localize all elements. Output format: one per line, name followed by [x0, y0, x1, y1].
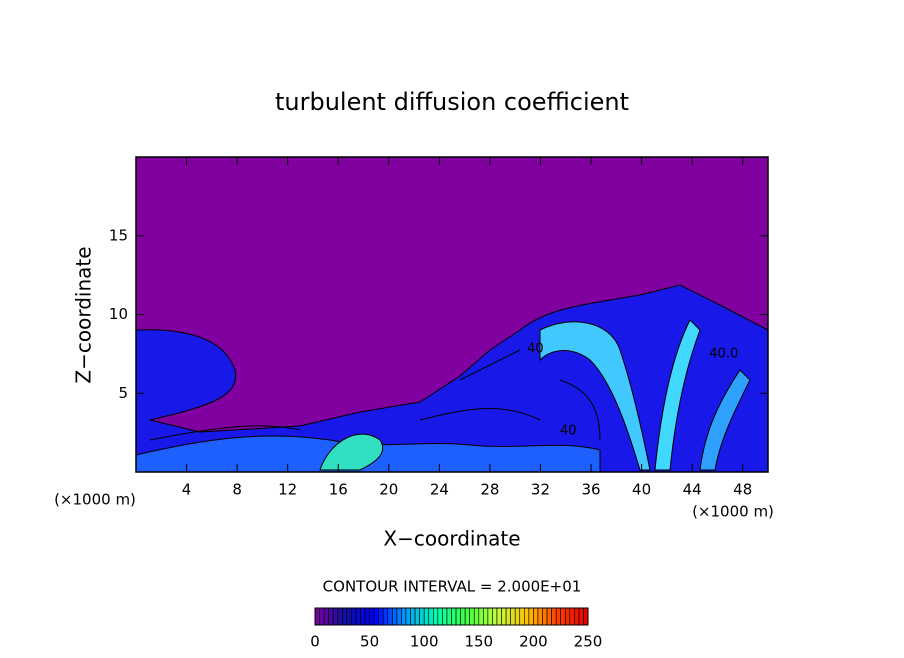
colorbar-cell — [419, 607, 425, 626]
colorbar-cell — [505, 607, 511, 626]
x-tick-label: 24 — [430, 481, 449, 499]
colorbar-cell — [351, 607, 357, 626]
colorbar-cell — [464, 607, 470, 626]
colorbar-cell — [364, 607, 370, 626]
x-tick-label: 4 — [182, 481, 192, 499]
colorbar-cell — [401, 607, 407, 626]
x-tick-label: 32 — [531, 481, 550, 499]
colorbar-cell — [483, 607, 489, 626]
x-axis-label: X−coordinate — [383, 527, 520, 551]
colorbar-cell — [514, 607, 521, 626]
colorbar-cell — [478, 607, 484, 626]
x-tick-label: 28 — [480, 481, 499, 499]
y-axis-label: Z−coordinate — [72, 246, 96, 383]
colorbar-cell — [560, 607, 566, 626]
colorbar-cell — [583, 607, 589, 626]
colorbar-cell — [337, 607, 343, 626]
y-tick-label: 5 — [118, 384, 128, 402]
x-tick-label: 20 — [379, 481, 398, 499]
colorbar-cell — [328, 607, 334, 626]
colorbar-tick-label: 100 — [410, 633, 439, 651]
colorbar-cell — [523, 607, 530, 626]
colorbar-cell — [414, 607, 420, 626]
colorbar-cell — [423, 607, 430, 626]
colorbar-cell — [492, 607, 498, 626]
colorbar-cell — [542, 607, 548, 626]
x-tick-label: 36 — [581, 481, 600, 499]
colorbar-cell — [314, 607, 320, 626]
contour-label: 40.0 — [709, 346, 738, 361]
field-region — [699, 369, 751, 471]
colorbar-cell — [341, 607, 348, 626]
colorbar-cell — [528, 607, 534, 626]
colorbar-tick-label: 150 — [464, 633, 493, 651]
chart-title: turbulent diffusion coefficient — [275, 88, 629, 116]
colorbar-cell — [537, 607, 543, 626]
x-tick-label: 8 — [232, 481, 242, 499]
colorbar-cell — [451, 607, 457, 626]
colorbar-cell — [519, 607, 525, 626]
colorbar-cell — [387, 607, 393, 626]
colorbar-cell — [446, 607, 452, 626]
colorbar-cell — [373, 607, 379, 626]
colorbar-cell — [346, 607, 352, 626]
colorbar-cell — [510, 607, 516, 626]
colorbar-cell — [578, 607, 584, 626]
x-tick-label: 44 — [683, 481, 702, 499]
contour-label: 40 — [527, 342, 544, 357]
colorbar-cell — [428, 607, 434, 626]
colorbar-cell — [473, 607, 480, 626]
colorbar-cell — [564, 607, 571, 626]
y-tick-label: 15 — [109, 226, 128, 244]
colorbar-cell — [487, 607, 493, 626]
x-tick-label: 40 — [632, 481, 651, 499]
y-unit: (×1000 m) — [54, 491, 136, 509]
x-tick-label: 12 — [278, 481, 297, 499]
colorbar-cell — [355, 607, 361, 626]
contour-label: 40 — [560, 424, 577, 439]
contour-interval: CONTOUR INTERVAL = 2.000E+01 — [323, 578, 582, 596]
colorbar-cell — [533, 607, 539, 626]
field-region — [319, 433, 383, 471]
colorbar-cell — [551, 607, 557, 626]
colorbar-cell — [396, 607, 402, 626]
field-region — [135, 284, 769, 473]
x-tick-label: 16 — [329, 481, 348, 499]
x-unit: (×1000 m) — [692, 503, 774, 521]
y-tick-label: 10 — [109, 305, 128, 323]
colorbar-cell — [574, 607, 580, 626]
colorbar-cell — [496, 607, 502, 626]
colorbar-cell — [323, 607, 329, 626]
colorbar-cell — [405, 607, 411, 626]
colorbar-cell — [460, 607, 466, 626]
colorbar-cell — [410, 607, 416, 626]
field — [135, 284, 769, 473]
colorbar-tick-label: 50 — [360, 633, 379, 651]
colorbar-tick-label: 250 — [574, 633, 603, 651]
colorbar-cell — [469, 607, 475, 626]
colorbar-cell — [501, 607, 507, 626]
colorbar-cell — [392, 607, 398, 626]
colorbar-cell — [378, 607, 384, 626]
colorbar-tick-label: 200 — [519, 633, 548, 651]
field-region — [539, 321, 651, 471]
colorbar-cell — [569, 607, 575, 626]
x-tick-label: 48 — [733, 481, 752, 499]
contour-line — [149, 349, 601, 441]
colorbar-cell — [332, 607, 339, 626]
field-region — [654, 319, 701, 471]
colorbar-cell — [360, 607, 366, 626]
colorbar-cell — [455, 607, 461, 626]
colorbar-tick-label: 0 — [310, 633, 320, 651]
colorbar-frame — [314, 607, 589, 626]
colorbar-cell — [437, 607, 443, 626]
colorbar-cell — [319, 607, 325, 626]
colorbar-cell — [432, 607, 439, 626]
colorbar-cell — [442, 607, 448, 626]
colorbar-cell — [555, 607, 562, 626]
colorbar-cell — [546, 607, 552, 626]
colorbar-cell — [382, 607, 389, 626]
colorbar-cell — [369, 607, 375, 626]
